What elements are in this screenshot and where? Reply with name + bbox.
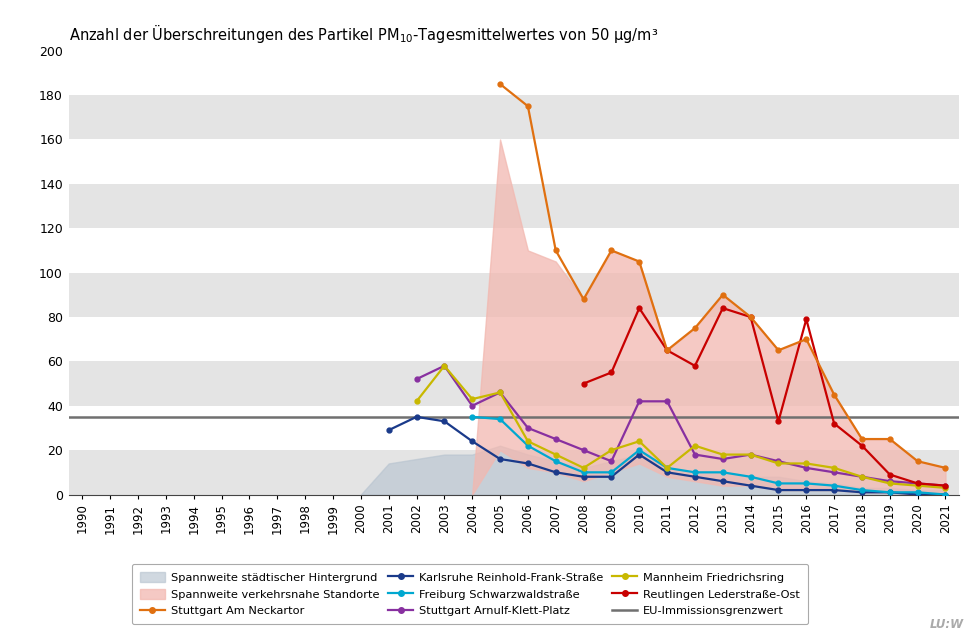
Text: Anzahl der Überschreitungen des Partikel PM$_{10}$-Tagesmittelwertes von 50 µg/m: Anzahl der Überschreitungen des Partikel…: [68, 22, 657, 44]
Text: LU:W: LU:W: [929, 618, 963, 631]
Bar: [68, 273, 958, 317]
Bar: [68, 184, 958, 228]
Bar: [68, 95, 958, 139]
Legend: Spannweite städtischer Hintergrund, Spannweite verkehrsnahe Standorte, Stuttgart: Spannweite städtischer Hintergrund, Span…: [132, 564, 807, 624]
Bar: [68, 361, 958, 406]
Bar: [68, 450, 958, 495]
